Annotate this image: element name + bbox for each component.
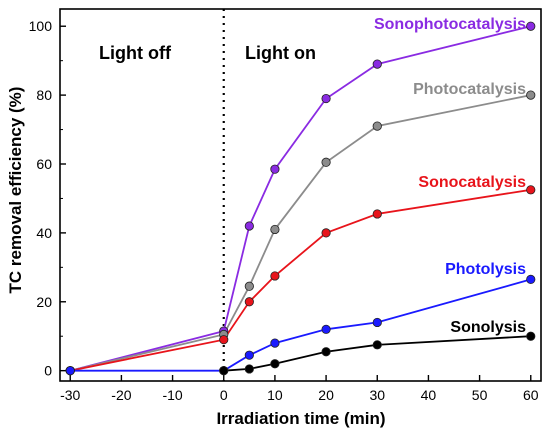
series-label-photocatalysis: Photocatalysis (413, 81, 526, 98)
data-point-photocatalysis (321, 157, 331, 167)
data-point-sonophotocatalysis (321, 93, 331, 104)
x-tick-label: 40 (421, 387, 437, 403)
y-tick-label: 20 (36, 294, 52, 310)
data-point-photolysis (270, 338, 280, 348)
data-point-sonocatalysis (372, 209, 382, 219)
data-point-sonocatalysis (219, 335, 229, 345)
data-point-sonophotocatalysis (372, 59, 382, 69)
series-label-photolysis: Photolysis (445, 261, 526, 278)
x-tick-label: 50 (472, 387, 488, 403)
data-point-sonolysis (270, 359, 280, 369)
y-tick-label: 60 (36, 156, 52, 172)
series-label-sonolysis: Sonolysis (450, 319, 526, 336)
data-point-photocatalysis (372, 121, 382, 131)
data-point-sonolysis (372, 340, 382, 350)
data-point-photolysis (526, 274, 536, 284)
data-point-photolysis (321, 324, 331, 334)
region-label-light-off: Light off (99, 43, 172, 63)
x-tick-label: 30 (369, 387, 385, 403)
plot-frame (59, 8, 542, 382)
data-point-sonolysis (244, 364, 254, 374)
y-tick-label: 100 (29, 18, 53, 34)
x-tick-label: -20 (111, 387, 131, 403)
data-point-sonocatalysis (244, 297, 254, 307)
data-point-sonocatalysis (270, 271, 280, 281)
data-point-photolysis (65, 366, 75, 376)
y-axis-title: TC removal efficiency (%) (6, 87, 25, 294)
x-tick-label: 60 (523, 387, 539, 403)
data-point-sonolysis (321, 347, 331, 357)
x-tick-label: -30 (60, 387, 80, 403)
series-label-sonocatalysis: Sonocatalysis (418, 174, 526, 191)
data-point-sonolysis (526, 331, 536, 341)
x-tick-label: -10 (162, 387, 182, 403)
data-point-photocatalysis (270, 224, 280, 235)
y-tick-label: 40 (36, 225, 52, 241)
x-axis-title: Irradiation time (min) (216, 409, 385, 428)
series-label-sonophotocatalysis: Sonophotocatalysis (374, 16, 526, 33)
y-tick-label: 80 (36, 87, 52, 103)
region-label-light-on: Light on (245, 43, 316, 63)
x-tick-label: 20 (318, 387, 334, 403)
data-point-photocatalysis (244, 281, 254, 291)
data-point-photocatalysis (526, 90, 536, 100)
data-point-sonocatalysis (526, 185, 536, 195)
data-point-photolysis (372, 317, 382, 328)
y-tick-label: 0 (44, 363, 52, 379)
data-point-sonophotocatalysis (526, 21, 536, 31)
data-point-sonolysis (219, 366, 229, 376)
data-point-photolysis (244, 350, 254, 360)
data-point-sonocatalysis (321, 228, 331, 238)
x-tick-label: 10 (267, 387, 283, 403)
series-line-sonocatalysis (70, 188, 531, 372)
data-point-sonophotocatalysis (270, 164, 280, 174)
x-tick-label: 0 (220, 387, 228, 403)
data-point-sonophotocatalysis (244, 221, 254, 231)
